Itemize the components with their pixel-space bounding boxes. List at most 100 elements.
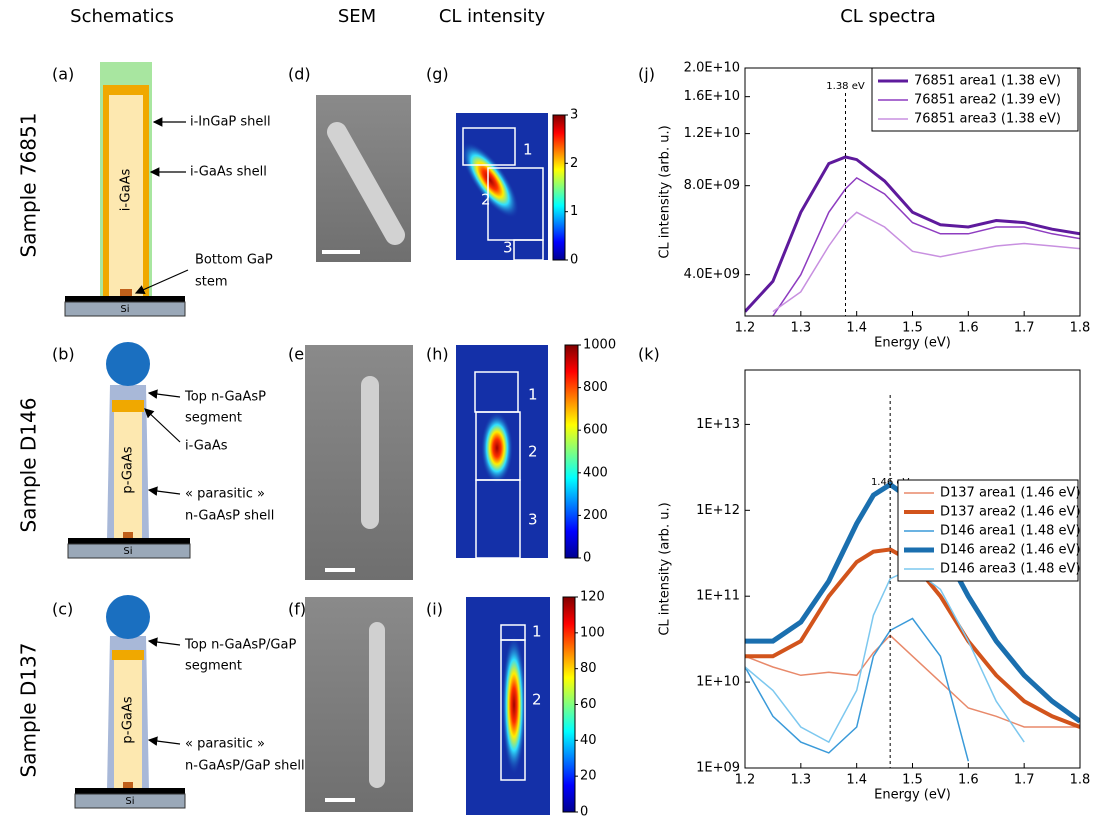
y-tick-label: 1E+13: [696, 417, 740, 432]
x-tick-label: 1.4: [846, 321, 867, 336]
schematic-a: (a) i-GaAs Si i-InGaP shell i-GaAs shell…: [52, 62, 273, 317]
colorbar-tick-label: 400: [583, 465, 608, 480]
panel-label: (d): [288, 65, 311, 84]
x-tick-label: 1.8: [1070, 773, 1091, 788]
panel-label: (b): [52, 345, 75, 364]
region-box: [475, 479, 521, 559]
panel-label: (k): [638, 345, 660, 364]
region-label: 1: [523, 141, 533, 159]
colorbar-tick-label: 2: [570, 156, 578, 171]
region-label: 2: [481, 191, 491, 209]
panel-label: (h): [426, 345, 449, 364]
legend-label: 76851 area2 (1.39 eV): [914, 93, 1061, 108]
schematic-label: i-GaAs shell: [190, 165, 267, 180]
region-label: 3: [528, 511, 538, 529]
y-tick-label: 8.0E+09: [684, 178, 740, 193]
legend-label: D146 area3 (1.48 eV): [940, 562, 1080, 577]
sem-images: (d) (e) (f): [288, 65, 413, 812]
x-tick-label: 1.6: [958, 773, 979, 788]
y-tick-label: 2.0E+10: [684, 61, 740, 76]
schematic-label: Si: [125, 796, 134, 807]
colorbar-tick-label: 200: [583, 508, 608, 523]
x-axis-label: Energy (eV): [874, 788, 951, 803]
schematic-label: i-GaAs: [185, 439, 228, 454]
column-header: CL spectra: [840, 6, 936, 27]
region-box: [513, 239, 544, 261]
schematic-label: « parasitic »: [185, 487, 265, 502]
legend-label: D137 area1 (1.46 eV): [940, 486, 1080, 501]
schematic-label: p-GaAs: [121, 446, 136, 493]
y-axis-label: CL intensity (arb. u.): [658, 125, 673, 258]
legend-label: D146 area1 (1.48 eV): [940, 524, 1080, 539]
x-tick-label: 1.3: [790, 773, 811, 788]
reference-label: 1.46 eV: [871, 477, 910, 488]
column-header: CL intensity: [439, 6, 546, 27]
colorbar: [564, 344, 579, 559]
y-tick-label: 1.6E+10: [684, 89, 740, 104]
colorbar: [562, 596, 576, 813]
column-header: Schematics: [70, 6, 174, 27]
y-axis-label: CL intensity (arb. u.): [658, 502, 673, 635]
colorbar-tick-label: 120: [580, 590, 605, 605]
colorbar-tick-label: 80: [580, 661, 597, 676]
x-tick-label: 1.4: [846, 773, 867, 788]
schematic-label: i-InGaP shell: [190, 115, 271, 130]
panel-label: (f): [288, 600, 306, 619]
spectrum-line: [772, 211, 1080, 313]
schematic-label: Top n-GaAsP/GaP: [184, 638, 296, 653]
plot-frame: [744, 369, 1081, 769]
cl-hotspot: [502, 635, 526, 775]
y-tick-label: 1E+09: [696, 761, 740, 776]
region-box: [462, 127, 516, 166]
legend-label: 76851 area3 (1.38 eV): [914, 112, 1061, 127]
y-tick-label: 1E+11: [696, 589, 740, 604]
schematic-label: stem: [195, 275, 228, 290]
y-tick-label: 1E+10: [696, 675, 740, 690]
reference-label: 1.38 eV: [826, 81, 865, 92]
spectrum-line: [745, 567, 1025, 744]
schematic-label: n-GaAsP shell: [185, 509, 274, 524]
spectrum-line: [745, 634, 1080, 728]
x-tick-label: 1.2: [735, 321, 756, 336]
schematic-label: segment: [185, 659, 242, 674]
x-tick-label: 1.5: [902, 773, 923, 788]
colorbar-tick-label: 40: [580, 733, 597, 748]
schematic-b: (b) Si p-GaAs Top n-GaAsP segment i-GaAs…: [52, 342, 274, 559]
x-tick-label: 1.5: [902, 321, 923, 336]
x-tick-label: 1.6: [958, 321, 979, 336]
colorbar-tick-label: 3: [570, 108, 578, 123]
colorbar-tick-label: 1: [570, 204, 578, 219]
y-tick-label: 1.2E+10: [684, 126, 740, 141]
schematic-label: p-GaAs: [121, 696, 136, 743]
region-label: 3: [503, 239, 513, 257]
region-label: 1: [532, 623, 542, 641]
y-tick-label: 4.0E+09: [684, 267, 740, 282]
x-tick-label: 1.2: [735, 773, 756, 788]
region-box: [500, 639, 526, 781]
cl-hotspot: [481, 412, 513, 484]
schematic-label: Bottom GaP: [195, 253, 273, 268]
colorbar-tick-label: 0: [580, 805, 588, 819]
colorbar-tick-label: 100: [580, 625, 605, 640]
schematic-c: (c) Si p-GaAs Top n-GaAsP/GaP segment « …: [52, 595, 305, 809]
schematic-label: « parasitic »: [185, 737, 265, 752]
schematic-label: Top n-GaAsP: [184, 390, 266, 405]
schematic-label: segment: [185, 411, 242, 426]
region-label: 2: [532, 691, 542, 709]
colorbar-tick-label: 1000: [583, 338, 616, 353]
colorbar-tick-label: 60: [580, 697, 597, 712]
spectrum-line: [745, 155, 1080, 313]
panel-label: (g): [426, 65, 449, 84]
panel-label: (j): [638, 65, 655, 84]
schematic-label: Si: [120, 304, 129, 315]
schematic-label: i-GaAs: [119, 169, 134, 212]
colorbar-tick-label: 600: [583, 423, 608, 438]
spectrum-line: [745, 617, 970, 762]
y-tick-label: 1E+12: [696, 503, 740, 518]
legend-label: D137 area2 (1.46 eV): [940, 505, 1080, 520]
x-tick-label: 1.7: [1014, 773, 1035, 788]
x-tick-label: 1.8: [1070, 321, 1091, 336]
x-tick-label: 1.3: [790, 321, 811, 336]
legend-label: D146 area2 (1.46 eV): [940, 543, 1080, 558]
